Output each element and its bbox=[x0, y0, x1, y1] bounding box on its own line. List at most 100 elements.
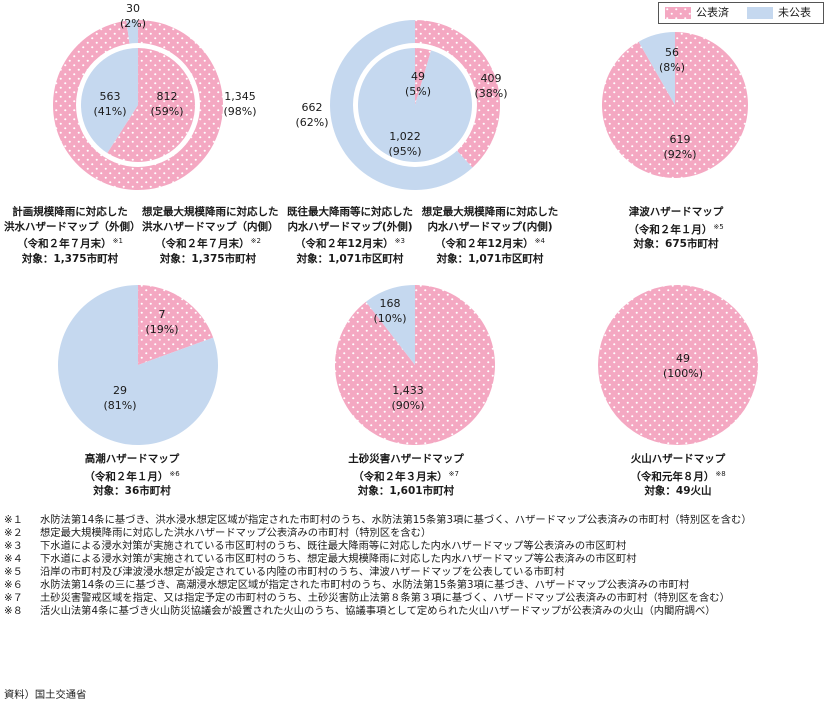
footnote-mark: ※5 bbox=[713, 222, 724, 231]
footnote-mark: ※４ bbox=[4, 553, 23, 565]
caption-line: 内水ハザードマップ(内側) bbox=[427, 220, 553, 233]
pie-inland-inner bbox=[358, 48, 472, 162]
slice-unpublished bbox=[365, 285, 415, 365]
legend-swatch-unpublished bbox=[747, 7, 773, 19]
footnote-item: ※５ 沿岸の市町村及び津波浸水想定が設定されている内陸の市町村のうち、津波ハザード… bbox=[4, 566, 824, 579]
footnote-mark: ※8 bbox=[715, 469, 726, 478]
footnote-text: 活火山法第4条に基づき火山防災協議会が設置された火山のうち、協議事項として定めら… bbox=[40, 605, 716, 617]
data-label-unpublished: 29 (81%) bbox=[103, 384, 136, 412]
data-label-unpublished: 56 (8%) bbox=[659, 46, 685, 74]
caption-line: 計画規模降雨に対応した bbox=[12, 206, 128, 218]
data-label-unpublished: 662 (62%) bbox=[295, 101, 328, 129]
caption-line: 既往最大降雨等に対応した bbox=[287, 206, 413, 218]
data-label-published: 7 (19%) bbox=[145, 308, 178, 336]
source-note: 資料）国土交通省 bbox=[4, 689, 87, 701]
caption-line: 洪水ハザードマップ（外側） bbox=[4, 220, 141, 233]
caption-volcano: 火山ハザードマップ （令和元年８月）※8 対象：49火山 bbox=[608, 452, 748, 499]
caption-line: 土砂災害ハザードマップ bbox=[348, 453, 464, 465]
caption-line: 火山ハザードマップ bbox=[630, 453, 726, 465]
caption-target: 対象：1,375市町村 bbox=[21, 252, 119, 265]
footnote-mark: ※7 bbox=[448, 469, 459, 478]
caption-target: 対象：36市町村 bbox=[93, 485, 171, 497]
slice-unpublished bbox=[358, 48, 472, 162]
footnote-mark: ※6 bbox=[169, 469, 180, 478]
footnote-text: 土砂災害警戒区域を指定、又は指定予定の市町村のうち、土砂災害防止法第８条第３項に… bbox=[40, 592, 730, 604]
data-label-published: 49 (100%) bbox=[663, 352, 703, 380]
chart-marks bbox=[52, 20, 758, 445]
legend-label-published: 公表済 bbox=[696, 6, 729, 19]
legend: 公表済 未公表 bbox=[658, 2, 824, 24]
caption-line: （令和２年３月末） bbox=[353, 470, 448, 483]
data-label-unpublished: 563 (41%) bbox=[93, 90, 126, 118]
footnote-mark: ※５ bbox=[4, 566, 23, 578]
footnote-mark: ※８ bbox=[4, 605, 23, 617]
caption-inland-outer: 既往最大降雨等に対応した 内水ハザードマップ(外側) （令和２年12月末）※3 … bbox=[286, 205, 414, 266]
caption-line: （令和２年１月） bbox=[84, 470, 169, 483]
footnote-text: 水防法第14条に基づき、洪水浸水想定区域が指定された市町村のうち、水防法第15条… bbox=[40, 514, 752, 526]
chart-labels: 1,345 (98%) 30 (2%) 812 (59%) 563 (41%) 409 (38%)… bbox=[93, 2, 703, 412]
footnote-mark: ※７ bbox=[4, 592, 23, 604]
footnote-item: ※８ 活火山法第4条に基づき火山防災協議会が設置された火山のうち、協議事項として定… bbox=[4, 605, 824, 618]
data-label-published: 812 (59%) bbox=[150, 90, 183, 118]
slice-unpublished bbox=[638, 32, 675, 105]
footnote-mark: ※３ bbox=[4, 540, 23, 552]
slice-published bbox=[598, 285, 758, 445]
footnote-text: 水防法第14条の三に基づき、高潮浸水想定区域が指定された市町村のうち、水防法第1… bbox=[40, 579, 690, 591]
slice-unpublished bbox=[81, 48, 138, 154]
data-label-unpublished: 168 (10%) bbox=[373, 297, 406, 325]
footnote-text: 下水道による浸水対策が実施されている市区町村のうち、既往最大降雨等に対応した内水… bbox=[40, 540, 627, 552]
caption-line: （令和２年１月） bbox=[628, 223, 713, 236]
footnote-mark: ※２ bbox=[4, 527, 23, 539]
footnote-mark: ※3 bbox=[394, 237, 405, 245]
footnote-mark: ※６ bbox=[4, 579, 23, 591]
pie-flood-external-inner bbox=[81, 48, 195, 162]
caption-target: 対象：1,601市町村 bbox=[357, 485, 455, 497]
caption-flood-outer: 計画規模降雨に対応した 洪水ハザードマップ（外側） （令和２年７月末）※1 対象… bbox=[4, 205, 141, 266]
pie-volcano bbox=[598, 285, 758, 445]
footnote-item: ※４ 下水道による浸水対策が実施されている市区町村のうち、想定最大規模降雨に対応し… bbox=[4, 553, 824, 566]
caption-target: 対象：1,071市区町村 bbox=[296, 252, 404, 265]
footnote-item: ※７ 土砂災害警戒区域を指定、又は指定予定の市町村のうち、土砂災害防止法第８条第３… bbox=[4, 592, 824, 605]
footnote-text: 沿岸の市町村及び津波浸水想定が設定されている内陸の市町村のうち、津波ハザードマッ… bbox=[40, 566, 565, 578]
caption-flood-inner: 想定最大規模降雨に対応した 洪水ハザードマップ（内側） （令和２年７月末）※2 … bbox=[142, 205, 279, 266]
footnote-item: ※２ 想定最大規模降雨に対応した洪水ハザードマップ公表済みの市町村（特別区を含む） bbox=[4, 527, 824, 540]
data-label-unpublished: 1,022 (95%) bbox=[388, 130, 421, 158]
caption-line: 高潮ハザードマップ bbox=[84, 453, 180, 465]
slice-published bbox=[138, 285, 214, 365]
slice-published bbox=[415, 48, 432, 105]
caption-line: （令和２年７月末） bbox=[17, 238, 112, 250]
caption-line: （令和元年８月） bbox=[630, 470, 715, 483]
footnote-item: ※３ 下水道による浸水対策が実施されている市区町村のうち、既往最大降雨等に対応した… bbox=[4, 540, 824, 553]
caption-storm-surge: 高潮ハザードマップ （令和２年１月）※6 対象：36市町村 bbox=[62, 452, 202, 499]
footnote-mark: ※4 bbox=[534, 237, 545, 245]
legend-swatch-published bbox=[665, 7, 691, 19]
caption-tsunami: 津波ハザードマップ （令和２年１月）※5 対象：675市町村 bbox=[606, 205, 746, 252]
slice-unpublished bbox=[58, 285, 219, 445]
footnote-text: 下水道による浸水対策が実施されている市区町村のうち、想定最大規模降雨に対応した内… bbox=[40, 553, 637, 565]
data-label-published: 409 (38%) bbox=[474, 72, 507, 100]
caption-line: 内水ハザードマップ(外側) bbox=[287, 220, 413, 233]
legend-label-unpublished: 未公表 bbox=[778, 6, 811, 19]
caption-landslide: 土砂災害ハザードマップ （令和２年３月末）※7 対象：1,601市町村 bbox=[336, 452, 476, 499]
caption-line: （令和２年12月末） bbox=[435, 238, 534, 250]
footnote-mark: ※2 bbox=[250, 237, 261, 245]
footnote-item: ※６ 水防法第14条の三に基づき、高潮浸水想定区域が指定された市町村のうち、水防法… bbox=[4, 579, 824, 592]
slice-published bbox=[107, 48, 195, 162]
footnote-mark: ※１ bbox=[4, 514, 23, 526]
caption-target: 対象：1,375市町村 bbox=[159, 252, 257, 265]
caption-line: 想定最大規模降雨に対応した bbox=[421, 206, 559, 218]
data-label-unpublished: 30 (2%) bbox=[120, 2, 146, 30]
caption-target: 対象：49火山 bbox=[644, 485, 712, 497]
footnote-mark: ※1 bbox=[112, 237, 123, 245]
pie-landslide bbox=[335, 285, 496, 445]
pie-tsunami bbox=[602, 32, 748, 178]
caption-line: 洪水ハザードマップ（内側） bbox=[142, 220, 279, 233]
caption-inland-inner: 想定最大規模降雨に対応した 内水ハザードマップ(内側) （令和２年12月末）※4… bbox=[420, 205, 560, 266]
pie-storm-surge bbox=[58, 285, 219, 445]
caption-target: 対象：675市町村 bbox=[633, 238, 719, 250]
footnote-item: ※１ 水防法第14条に基づき、洪水浸水想定区域が指定された市町村のうち、水防法第1… bbox=[4, 514, 824, 527]
caption-target: 対象：1,071市区町村 bbox=[436, 252, 544, 265]
charts-canvas: 1,345 (98%) 30 (2%) 812 (59%) 563 (41%) 409 (38%)… bbox=[52, 2, 758, 445]
caption-line: 津波ハザードマップ bbox=[628, 206, 724, 218]
data-label-published: 619 (92%) bbox=[663, 133, 696, 161]
